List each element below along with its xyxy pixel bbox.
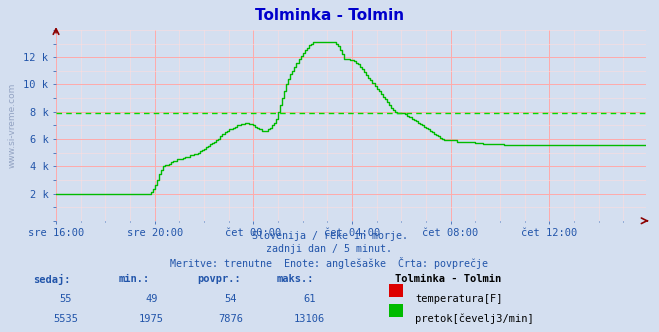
Text: Meritve: trenutne  Enote: anglešaške  Črta: povprečje: Meritve: trenutne Enote: anglešaške Črta… xyxy=(171,257,488,269)
Text: min.:: min.: xyxy=(119,274,150,284)
Text: Slovenija / reke in morje.: Slovenija / reke in morje. xyxy=(252,231,407,241)
Text: povpr.:: povpr.: xyxy=(198,274,241,284)
Text: 5535: 5535 xyxy=(53,314,78,324)
Text: 61: 61 xyxy=(304,294,316,304)
Text: 49: 49 xyxy=(146,294,158,304)
Text: maks.:: maks.: xyxy=(277,274,314,284)
Text: 7876: 7876 xyxy=(218,314,243,324)
Text: pretok[čevelj3/min]: pretok[čevelj3/min] xyxy=(415,314,534,324)
Text: 55: 55 xyxy=(60,294,72,304)
Text: sedaj:: sedaj: xyxy=(33,274,71,285)
Text: www.si-vreme.com: www.si-vreme.com xyxy=(7,83,16,168)
Text: zadnji dan / 5 minut.: zadnji dan / 5 minut. xyxy=(266,244,393,254)
Text: Tolminka - Tolmin: Tolminka - Tolmin xyxy=(255,8,404,23)
Text: 54: 54 xyxy=(225,294,237,304)
Text: Tolminka - Tolmin: Tolminka - Tolmin xyxy=(395,274,501,284)
Text: 13106: 13106 xyxy=(294,314,326,324)
Text: 1975: 1975 xyxy=(139,314,164,324)
Text: temperatura[F]: temperatura[F] xyxy=(415,294,503,304)
